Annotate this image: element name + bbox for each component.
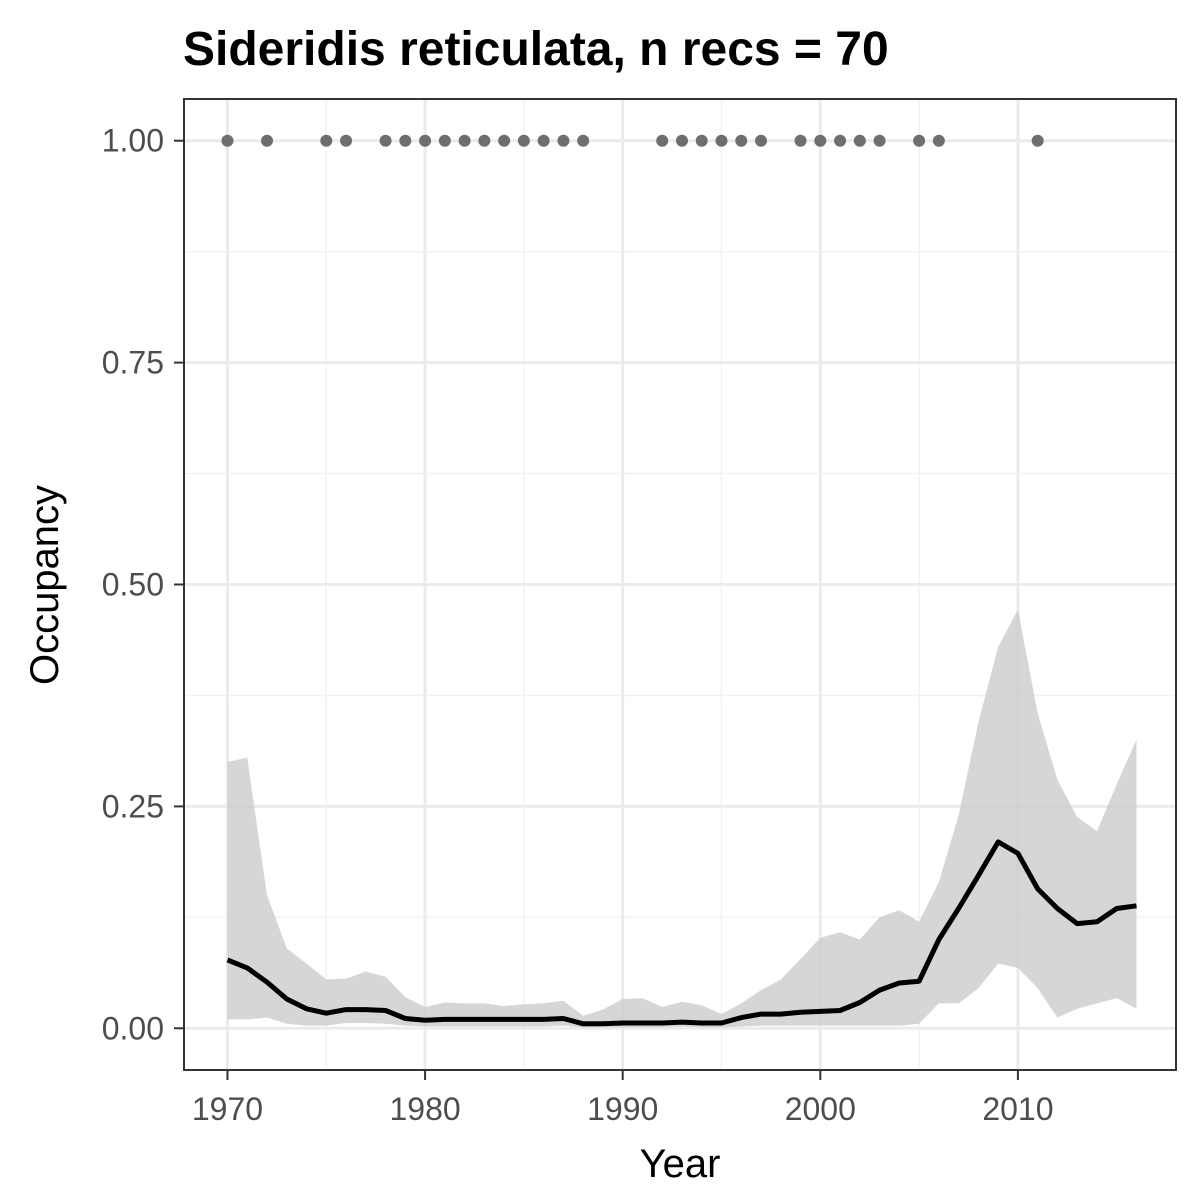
record-point xyxy=(340,134,353,147)
record-point xyxy=(913,134,926,147)
occupancy-line xyxy=(226,839,1137,1027)
record-point xyxy=(755,134,768,147)
record-point xyxy=(399,134,412,147)
record-point xyxy=(537,134,550,147)
record-point xyxy=(656,134,669,147)
y-tick-label: 1.00 xyxy=(102,123,164,159)
record-point xyxy=(260,134,273,147)
record-point xyxy=(221,134,234,147)
record-point xyxy=(794,134,807,147)
y-tick-label: 0.50 xyxy=(102,567,164,603)
confidence-band xyxy=(227,609,1137,1028)
occupancy-line-group xyxy=(226,839,1137,1027)
record-point xyxy=(458,134,471,147)
x-tick-label: 2010 xyxy=(982,1091,1053,1127)
record-point xyxy=(695,134,708,147)
record-point xyxy=(814,134,827,147)
record-point xyxy=(1031,134,1044,147)
record-point xyxy=(320,134,333,147)
x-tick-label: 2000 xyxy=(785,1091,856,1127)
record-point xyxy=(498,134,511,147)
x-tick-label: 1990 xyxy=(587,1091,658,1127)
chart-title: Sideridis reticulata, n recs = 70 xyxy=(183,23,889,76)
record-point xyxy=(932,134,945,147)
record-point xyxy=(419,134,432,147)
y-tick-label: 0.00 xyxy=(102,1010,164,1046)
x-axis-title: Year xyxy=(640,1142,721,1186)
y-axis-title: Occupancy xyxy=(23,485,67,685)
record-point xyxy=(577,134,590,147)
record-point xyxy=(834,134,847,147)
record-points xyxy=(221,134,1044,147)
record-point xyxy=(379,134,392,147)
record-point xyxy=(853,134,866,147)
y-tick-label: 0.25 xyxy=(102,788,164,824)
y-axis: 0.00 0.25 0.50 0.75 1.00 xyxy=(102,123,184,1046)
record-point xyxy=(478,134,491,147)
y-tick-label: 0.75 xyxy=(102,345,164,381)
record-point xyxy=(873,134,886,147)
x-tick-label: 1970 xyxy=(192,1091,263,1127)
record-point xyxy=(675,134,688,147)
record-point xyxy=(715,134,728,147)
record-point xyxy=(438,134,451,147)
x-axis: 1970 1980 1990 2000 2010 xyxy=(192,1070,1054,1127)
confidence-ribbon xyxy=(227,609,1137,1028)
record-point xyxy=(735,134,748,147)
record-point xyxy=(517,134,530,147)
record-point xyxy=(557,134,570,147)
x-tick-label: 1980 xyxy=(389,1091,460,1127)
